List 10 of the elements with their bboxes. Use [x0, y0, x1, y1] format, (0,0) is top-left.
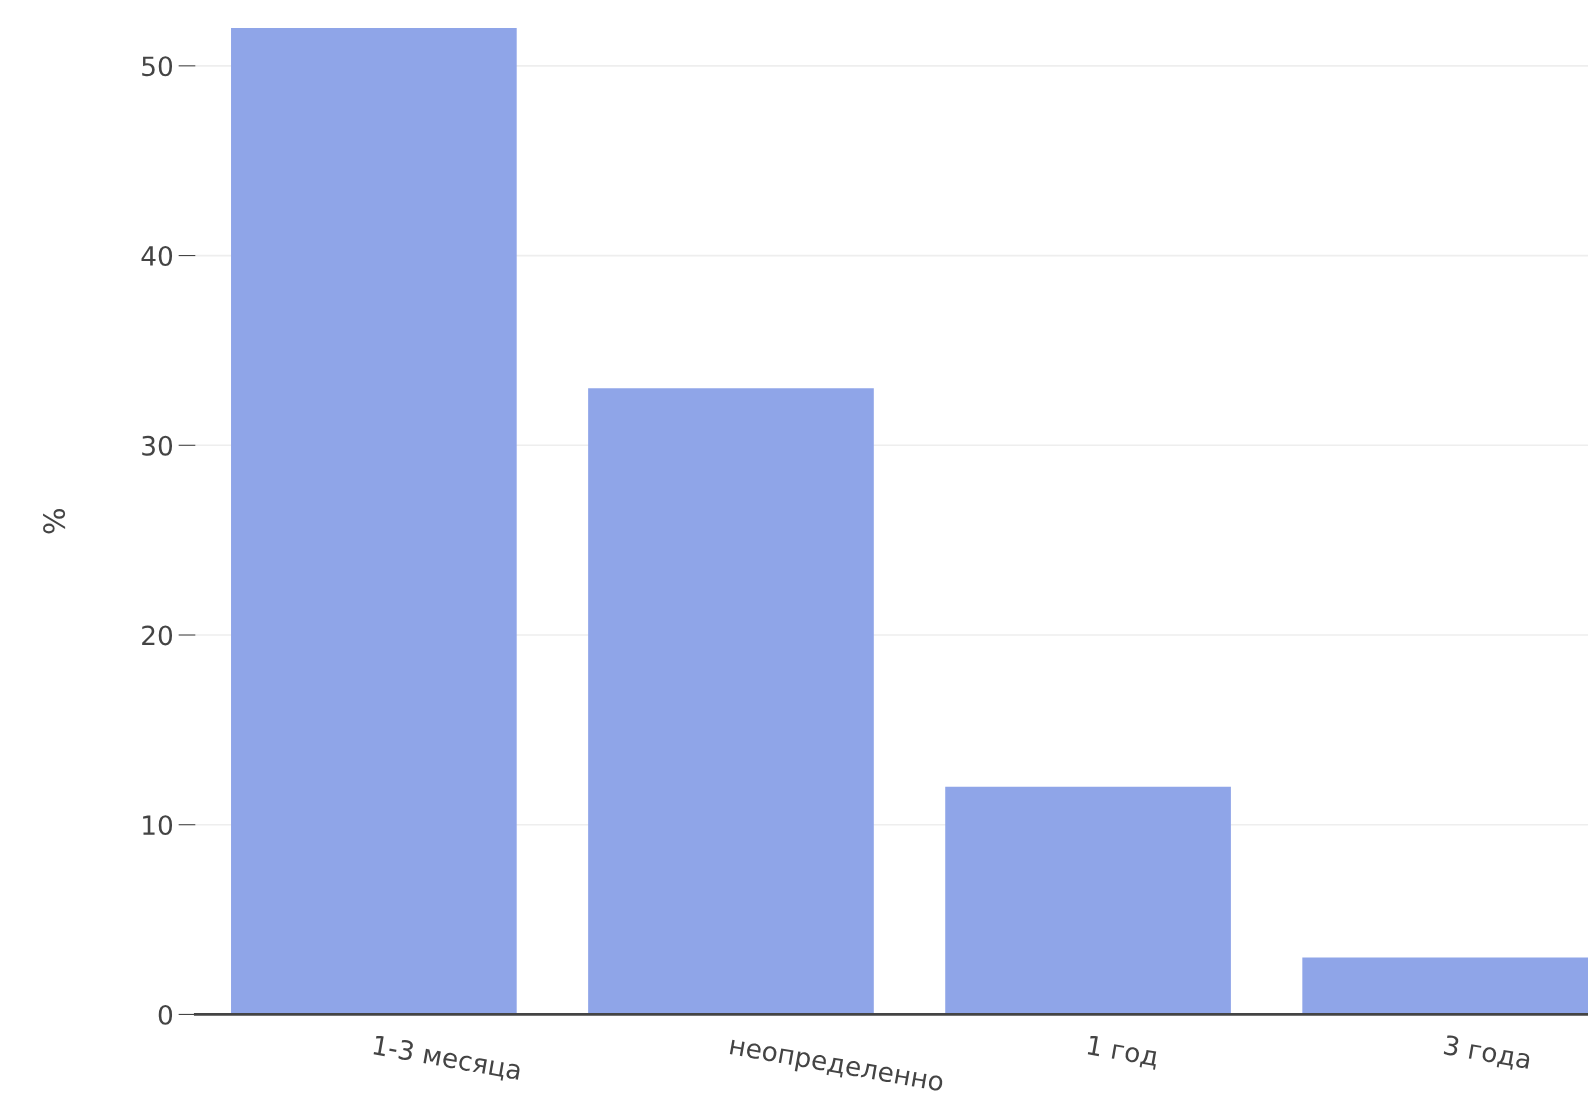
y-axis-title: % — [43, 508, 66, 534]
y-tick-label: 50 — [142, 56, 173, 77]
x-tick-label: 1-3 месяца — [372, 1034, 522, 1084]
y-tick-label: 20 — [142, 625, 173, 646]
y-tick-label: 30 — [142, 435, 173, 456]
y-tick-label: 40 — [141, 246, 173, 266]
y-tick-label: 10 — [143, 815, 173, 836]
x-tick-label: 3 года — [1443, 1034, 1531, 1073]
y-tick-label: 0 — [158, 1004, 173, 1025]
x-tick-label: 1 год — [1086, 1035, 1159, 1070]
